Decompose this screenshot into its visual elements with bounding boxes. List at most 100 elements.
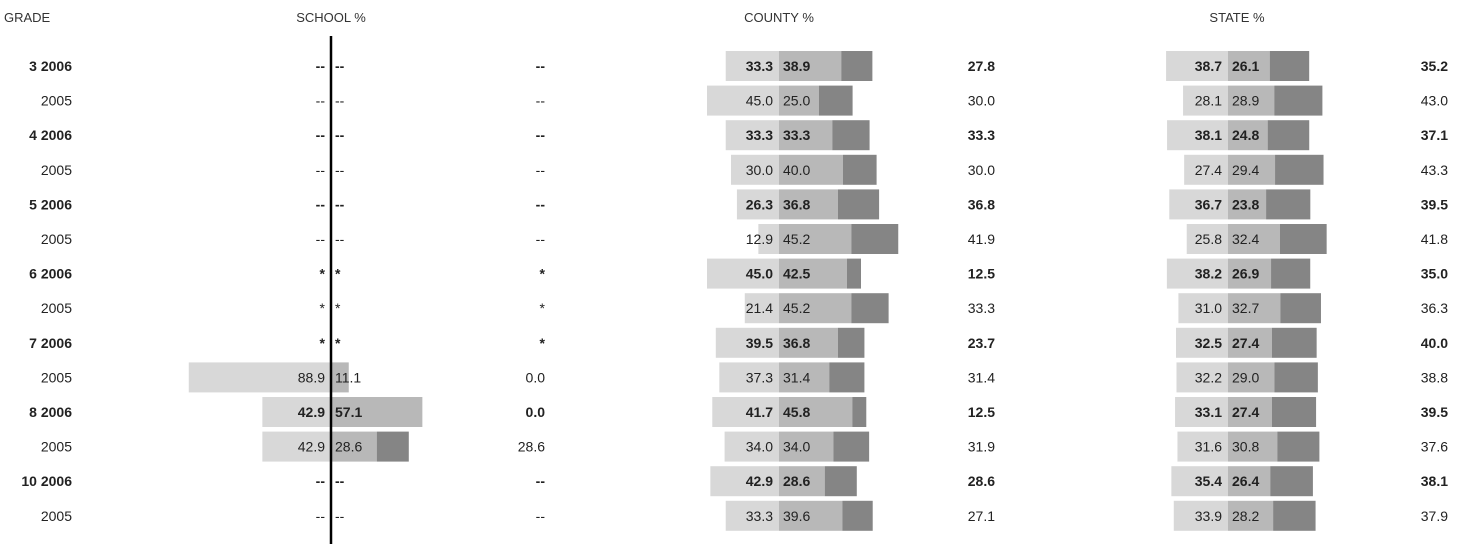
- school-value-below: --: [316, 508, 326, 524]
- county-value-above: 33.3: [968, 127, 995, 143]
- county-value-above: 31.4: [968, 369, 995, 385]
- county-bar-below: [724, 431, 779, 462]
- state-value-below: 28.1: [1195, 93, 1222, 109]
- school-value-basic: --: [335, 93, 345, 109]
- county-bar-above: [837, 189, 880, 220]
- county-bar-below: [715, 327, 779, 358]
- school-value-above: *: [540, 300, 546, 316]
- county-value-below: 34.0: [746, 439, 773, 455]
- state-value-above: 35.2: [1421, 58, 1448, 74]
- state-bar-basic: [1228, 120, 1268, 151]
- state-value-basic: 27.4: [1232, 335, 1259, 351]
- chart-row: 2005 -- -- -- 12.9 45.2 41.9 25.8 32.4 41.8: [41, 224, 1448, 254]
- school-bar-basic: [331, 397, 423, 427]
- state-value-above: 41.8: [1421, 231, 1448, 247]
- state-value-below: 33.1: [1195, 404, 1222, 420]
- column-headers: GRADE SCHOOL % COUNTY % STATE %: [4, 10, 1265, 25]
- county-value-above: 28.6: [968, 473, 995, 489]
- school-value-above: --: [536, 473, 546, 489]
- state-bar-above: [1277, 431, 1320, 462]
- county-bar-basic: [779, 362, 830, 393]
- chart-row: 4 2006 -- -- -- 33.3 33.3 33.3 38.1 24.8 37.1: [29, 120, 1448, 151]
- row-label: 2005: [41, 162, 72, 178]
- state-value-basic: 30.8: [1232, 439, 1259, 455]
- chart-row: 5 2006 -- -- -- 26.3 36.8 36.8 36.7 23.8 39.5: [29, 189, 1448, 220]
- county-bar-above: [824, 466, 857, 497]
- state-bar-basic: [1228, 466, 1271, 497]
- school-value-above: *: [540, 266, 546, 282]
- county-value-below: 45.0: [746, 93, 773, 109]
- county-value-below: 21.4: [746, 300, 773, 316]
- state-value-basic: 26.1: [1232, 58, 1259, 74]
- state-value-below: 27.4: [1195, 162, 1222, 178]
- county-value-below: 33.3: [746, 508, 773, 524]
- state-value-basic: 29.4: [1232, 162, 1259, 178]
- county-value-basic: 39.6: [783, 508, 810, 524]
- state-bar-above: [1269, 51, 1310, 81]
- school-value-basic: 11.1: [335, 369, 361, 385]
- school-value-below: --: [316, 196, 326, 212]
- county-bar-below: [725, 120, 779, 151]
- county-value-above: 23.7: [968, 335, 995, 351]
- chart-row: 8 2006 42.9 57.1 0.0 41.7 45.8 12.5 33.1 27.4 39.…: [29, 397, 1448, 427]
- county-value-below: 41.7: [746, 404, 773, 420]
- state-value-below: 25.8: [1195, 231, 1222, 247]
- state-value-below: 35.4: [1195, 473, 1222, 489]
- school-value-basic: --: [335, 162, 345, 178]
- state-bar-below: [1167, 120, 1228, 151]
- state-bar-below: [1175, 397, 1228, 427]
- county-bar-basic: [779, 293, 852, 324]
- chart-row: 7 2006 * * * 39.5 36.8 23.7 32.5 27.4 40.0: [29, 327, 1448, 358]
- state-value-above: 39.5: [1421, 196, 1448, 212]
- state-bar-above: [1275, 154, 1324, 185]
- county-bar-below: [710, 466, 779, 497]
- state-bar-above: [1274, 362, 1318, 393]
- county-value-below: 33.3: [746, 127, 773, 143]
- state-value-below: 33.9: [1195, 508, 1222, 524]
- county-value-above: 33.3: [968, 300, 995, 316]
- state-bar-basic: [1228, 431, 1278, 462]
- state-bar-below: [1184, 154, 1228, 185]
- county-bar-basic: [779, 500, 843, 531]
- state-value-below: 31.0: [1195, 300, 1222, 316]
- state-bar-below: [1176, 362, 1228, 393]
- state-bar-above: [1266, 189, 1311, 220]
- school-value-below: --: [316, 93, 326, 109]
- school-value-below: *: [320, 335, 326, 351]
- state-bar-below: [1166, 258, 1228, 289]
- state-value-basic: 28.9: [1232, 93, 1259, 109]
- county-value-basic: 45.2: [783, 231, 810, 247]
- county-bar-basic: [779, 224, 852, 254]
- county-value-below: 12.9: [746, 231, 773, 247]
- school-value-basic: *: [335, 266, 341, 282]
- school-value-basic: *: [335, 335, 341, 351]
- school-value-basic: --: [335, 127, 345, 143]
- state-bar-below: [1166, 51, 1228, 81]
- county-value-below: 45.0: [746, 266, 773, 282]
- county-value-below: 37.3: [746, 369, 773, 385]
- state-bar-above: [1271, 327, 1317, 358]
- state-bar-above: [1271, 258, 1311, 289]
- state-bar-above: [1271, 397, 1317, 427]
- county-bar-above: [842, 500, 873, 531]
- header-school: SCHOOL %: [296, 10, 366, 25]
- row-label: 2005: [41, 439, 72, 455]
- county-value-basic: 25.0: [783, 93, 810, 109]
- state-bar-basic: [1228, 327, 1272, 358]
- state-bar-above: [1274, 85, 1323, 116]
- county-bar-below: [707, 85, 779, 116]
- school-bar-below: [262, 431, 331, 462]
- school-value-above: --: [536, 231, 546, 247]
- county-value-above: 36.8: [968, 196, 995, 212]
- state-bar-below: [1173, 500, 1228, 531]
- county-value-below: 39.5: [746, 335, 773, 351]
- county-bar-above: [841, 51, 873, 81]
- county-bar-basic: [779, 51, 842, 81]
- state-value-basic: 32.4: [1232, 231, 1259, 247]
- county-bar-below: [725, 500, 779, 531]
- state-value-above: 37.1: [1421, 127, 1448, 143]
- state-value-below: 36.7: [1195, 196, 1222, 212]
- chart-row: 2005 -- -- -- 33.3 39.6 27.1 33.9 28.2 37.9: [41, 500, 1448, 531]
- state-bar-above: [1279, 224, 1327, 254]
- school-value-basic: 57.1: [335, 404, 362, 420]
